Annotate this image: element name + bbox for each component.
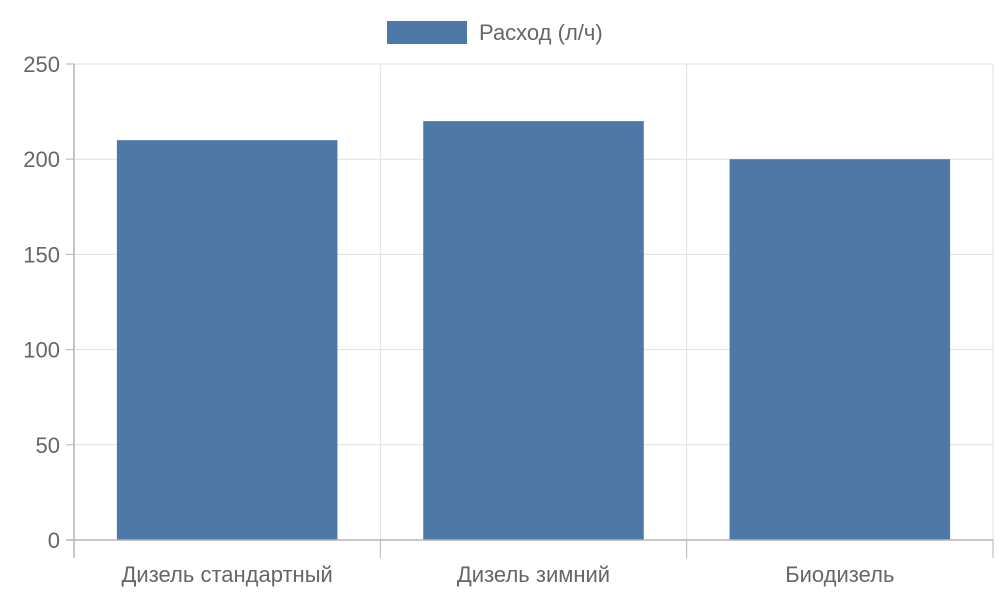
legend[interactable]: Расход (л/ч)	[387, 20, 603, 45]
bar[interactable]	[423, 121, 644, 541]
y-tick-labels: 0 50 100 150 200 250	[23, 52, 60, 553]
x-tick-label: Дизель стандартный	[122, 562, 333, 587]
y-tick-label: 0	[48, 528, 60, 553]
x-tick-label: Дизель зимний	[457, 562, 610, 587]
x-tick-label: Биодизель	[785, 562, 894, 587]
legend-label[interactable]: Расход (л/ч)	[479, 20, 603, 45]
axes	[66, 63, 994, 558]
y-tick-label: 100	[23, 338, 60, 363]
y-tick-label: 250	[23, 52, 60, 77]
bars	[116, 121, 951, 541]
y-tick-label: 150	[23, 242, 60, 267]
x-tick-labels: Дизель стандартный Дизель зимний Биодизель	[122, 562, 895, 587]
y-tick-label: 200	[23, 147, 60, 172]
y-tick-label: 50	[36, 433, 60, 458]
bar[interactable]	[729, 159, 951, 540]
bar[interactable]	[116, 140, 338, 540]
legend-swatch[interactable]	[387, 21, 467, 44]
